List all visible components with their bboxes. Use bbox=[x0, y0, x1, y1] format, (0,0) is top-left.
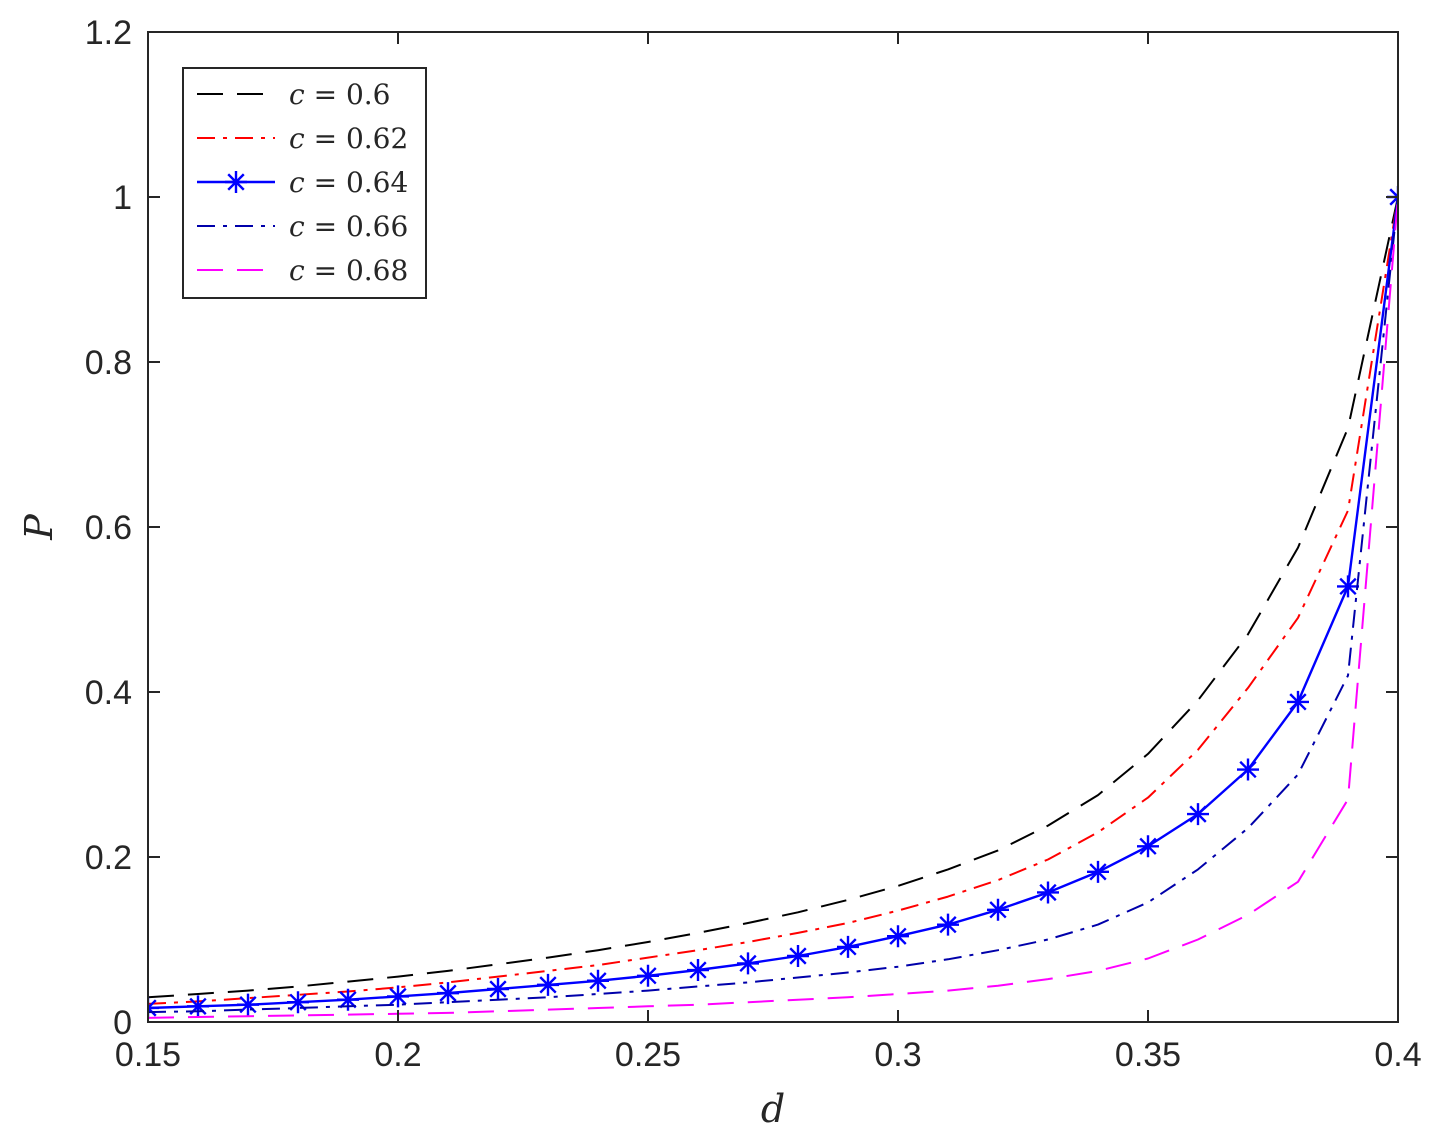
x-tick-label: 0.3 bbox=[874, 1036, 921, 1074]
legend-value: = 0.6 bbox=[305, 78, 391, 111]
data-point bbox=[787, 945, 809, 967]
data-point bbox=[1087, 860, 1109, 883]
legend-var: c bbox=[289, 166, 305, 199]
y-tick-label: 1.2 bbox=[85, 14, 132, 52]
x-tick-label: 0.2 bbox=[374, 1036, 421, 1074]
data-point bbox=[387, 985, 409, 1008]
data-point bbox=[337, 988, 359, 1011]
legend-var: c bbox=[289, 210, 305, 243]
data-point bbox=[937, 913, 959, 936]
data-point bbox=[187, 995, 209, 1018]
x-tick-label: 0.4 bbox=[1374, 1036, 1421, 1074]
y-tick-label: 0.6 bbox=[85, 509, 132, 547]
y-tick-label: 1 bbox=[113, 179, 132, 217]
data-point bbox=[437, 982, 459, 1005]
x-tick-label: 0.25 bbox=[615, 1036, 681, 1074]
y-tick-label: 0.8 bbox=[85, 344, 132, 382]
series-line-3 bbox=[148, 196, 1398, 1014]
axes-layer: 0.15 0.2 0.25 0.3 0.35 0.4 0 0.2 0.4 0.6 0.8 1 1.2 d P bbox=[17, 14, 1422, 1131]
x-tick-label: 0.15 bbox=[115, 1036, 181, 1074]
data-point bbox=[1037, 881, 1059, 904]
legend-label-0: c = 0.6 bbox=[289, 78, 390, 111]
series-layer bbox=[148, 186, 1398, 1019]
series-line-4 bbox=[148, 196, 1398, 1019]
legend-value: = 0.68 bbox=[305, 254, 409, 287]
legend-label-3: c = 0.66 bbox=[289, 210, 408, 243]
legend-value: = 0.64 bbox=[305, 166, 409, 199]
data-point bbox=[837, 935, 859, 958]
series-line-1 bbox=[148, 196, 1398, 1005]
legend-var: c bbox=[289, 78, 305, 111]
legend-var: c bbox=[289, 254, 305, 287]
y-tick-label: 0 bbox=[113, 1004, 132, 1042]
y-tick-label: 0.2 bbox=[85, 839, 132, 877]
data-point bbox=[287, 991, 309, 1014]
legend-value: = 0.66 bbox=[305, 210, 409, 243]
data-point bbox=[637, 964, 659, 987]
data-point bbox=[1187, 803, 1209, 826]
x-axis-label: d bbox=[761, 1087, 785, 1131]
data-point bbox=[737, 952, 759, 975]
data-point bbox=[687, 959, 709, 982]
data-point bbox=[887, 925, 909, 948]
data-point bbox=[1337, 575, 1359, 598]
legend-value: = 0.62 bbox=[305, 122, 409, 155]
data-point bbox=[537, 973, 559, 996]
series-line-0 bbox=[148, 196, 1398, 999]
data-point bbox=[487, 978, 509, 1000]
legend-label-4: c = 0.68 bbox=[289, 254, 408, 287]
data-point bbox=[1237, 758, 1259, 781]
data-point bbox=[987, 898, 1009, 921]
legend-marker bbox=[225, 171, 247, 193]
x-tick-label: 0.35 bbox=[1115, 1036, 1181, 1074]
legend-label-1: c = 0.62 bbox=[289, 122, 408, 155]
legend-label-2: c = 0.64 bbox=[289, 166, 408, 199]
data-point bbox=[1137, 835, 1159, 858]
legend: c = 0.6c = 0.62c = 0.64c = 0.66c = 0.68 bbox=[182, 67, 427, 299]
data-point bbox=[587, 969, 609, 992]
y-axis-label: P bbox=[17, 513, 61, 541]
data-point bbox=[237, 993, 259, 1016]
y-tick-label: 0.4 bbox=[85, 674, 132, 712]
data-point bbox=[1287, 690, 1309, 713]
legend-var: c bbox=[289, 122, 305, 155]
